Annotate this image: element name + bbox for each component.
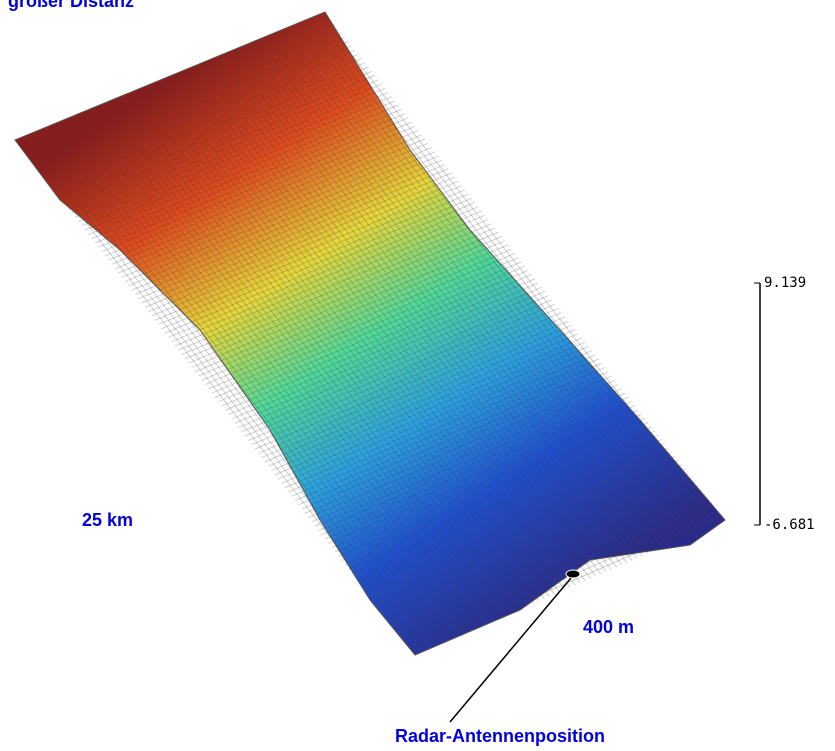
chart: großer Distanz 25 km 400 m Radar-Antenne… bbox=[0, 0, 835, 751]
surface bbox=[15, 12, 725, 655]
z-tick-label: -6.681 bbox=[764, 517, 815, 533]
chart-title: großer Distanz bbox=[8, 0, 134, 11]
surface-area bbox=[15, 12, 725, 655]
annotation: 400 m bbox=[583, 617, 634, 637]
antenna-marker bbox=[566, 570, 580, 578]
z-tick-label: 9.139 bbox=[764, 275, 806, 291]
annotation: 25 km bbox=[82, 510, 133, 530]
annotation: Radar-Antennenposition bbox=[395, 726, 605, 746]
